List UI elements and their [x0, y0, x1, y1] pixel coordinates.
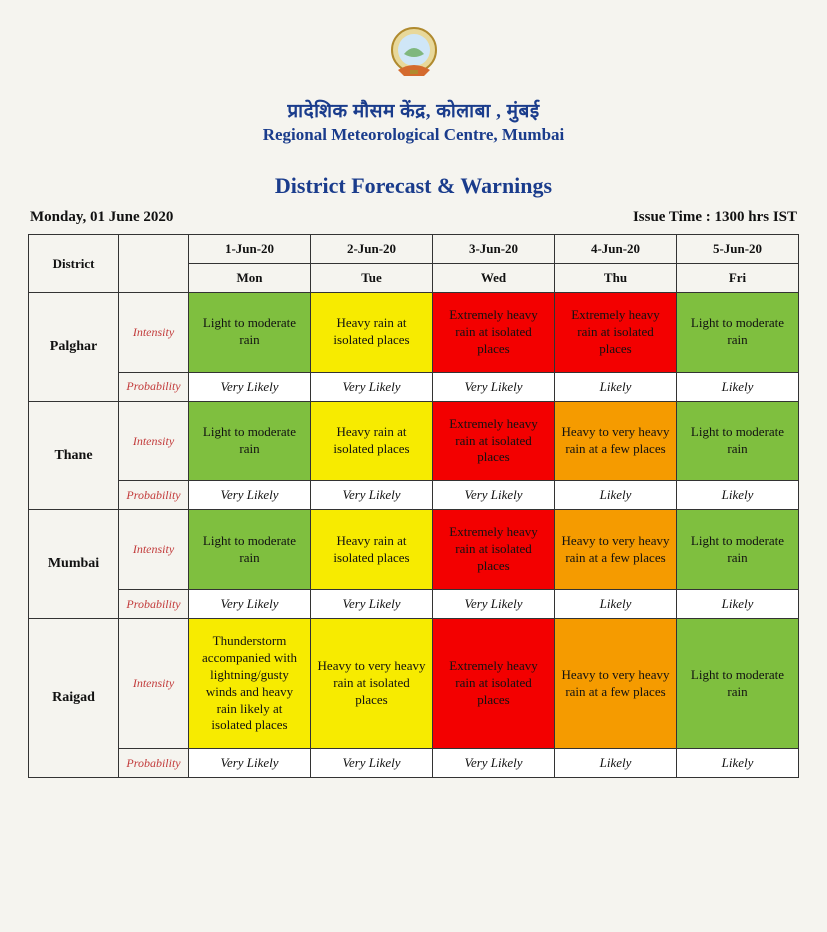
probability-label: Probability [119, 749, 189, 778]
page-subtitle: District Forecast & Warnings [28, 173, 799, 199]
district-name-cell: Mumbai [29, 510, 119, 619]
intensity-cell: Light to moderate rain [189, 510, 311, 590]
probability-cell: Likely [555, 372, 677, 401]
intensity-cell: Light to moderate rain [189, 401, 311, 481]
title-hindi: प्रादेशिक मौसम केंद्र, कोलाबा , मुंबई [28, 97, 799, 123]
title-english: Regional Meteorological Centre, Mumbai [28, 125, 799, 145]
intensity-cell: Heavy to very heavy rain at a few places [555, 401, 677, 481]
day-header: Wed [433, 264, 555, 293]
intensity-cell: Extremely heavy rain at isolated places [433, 510, 555, 590]
probability-cell: Very Likely [311, 481, 433, 510]
probability-label: Probability [119, 372, 189, 401]
intensity-label: Intensity [119, 510, 189, 590]
logo-container [28, 20, 799, 89]
district-name-cell: Palghar [29, 293, 119, 402]
table-row: ProbabilityVery LikelyVery LikelyVery Li… [29, 590, 799, 619]
probability-cell: Likely [677, 590, 799, 619]
probability-cell: Likely [677, 481, 799, 510]
intensity-cell: Light to moderate rain [677, 401, 799, 481]
table-row: RaigadIntensityThunderstorm accompanied … [29, 619, 799, 749]
intensity-cell: Heavy rain at isolated places [311, 510, 433, 590]
intensity-cell: Heavy rain at isolated places [311, 401, 433, 481]
day-header: Tue [311, 264, 433, 293]
blank-header [119, 235, 189, 293]
probability-cell: Very Likely [189, 372, 311, 401]
imd-logo-icon [382, 20, 446, 84]
intensity-cell: Thunderstorm accompanied with lightning/… [189, 619, 311, 749]
forecast-date: Monday, 01 June 2020 [30, 209, 173, 226]
intensity-cell: Extremely heavy rain at isolated places [433, 401, 555, 481]
intensity-cell: Light to moderate rain [677, 510, 799, 590]
intensity-cell: Light to moderate rain [189, 293, 311, 373]
table-row: MumbaiIntensityLight to moderate rainHea… [29, 510, 799, 590]
probability-cell: Likely [677, 749, 799, 778]
intensity-cell: Light to moderate rain [677, 293, 799, 373]
probability-cell: Very Likely [433, 372, 555, 401]
probability-cell: Likely [555, 590, 677, 619]
district-name-cell: Raigad [29, 619, 119, 778]
district-header: District [29, 235, 119, 293]
forecast-table: District 1-Jun-202-Jun-203-Jun-204-Jun-20… [28, 234, 799, 778]
probability-cell: Very Likely [433, 481, 555, 510]
probability-cell: Very Likely [189, 481, 311, 510]
table-row: ProbabilityVery LikelyVery LikelyVery Li… [29, 749, 799, 778]
date-header: 1-Jun-20 [189, 235, 311, 264]
date-header: 2-Jun-20 [311, 235, 433, 264]
intensity-label: Intensity [119, 619, 189, 749]
intensity-cell: Extremely heavy rain at isolated places [433, 619, 555, 749]
intensity-cell: Heavy to very heavy rain at isolated pla… [311, 619, 433, 749]
probability-cell: Very Likely [311, 590, 433, 619]
probability-label: Probability [119, 481, 189, 510]
date-header: 5-Jun-20 [677, 235, 799, 264]
probability-cell: Very Likely [433, 590, 555, 619]
probability-cell: Likely [555, 481, 677, 510]
district-name-cell: Thane [29, 401, 119, 510]
probability-cell: Likely [555, 749, 677, 778]
intensity-cell: Heavy to very heavy rain at a few places [555, 619, 677, 749]
day-header: Fri [677, 264, 799, 293]
intensity-label: Intensity [119, 293, 189, 373]
table-header: District 1-Jun-202-Jun-203-Jun-204-Jun-20… [29, 235, 799, 293]
probability-cell: Very Likely [433, 749, 555, 778]
table-body: PalgharIntensityLight to moderate rainHe… [29, 293, 799, 778]
table-row: ProbabilityVery LikelyVery LikelyVery Li… [29, 372, 799, 401]
issue-time: Issue Time : 1300 hrs IST [633, 209, 797, 226]
intensity-label: Intensity [119, 401, 189, 481]
intensity-cell: Extremely heavy rain at isolated places [433, 293, 555, 373]
day-header: Thu [555, 264, 677, 293]
meta-row: Monday, 01 June 2020 Issue Time : 1300 h… [28, 209, 799, 226]
intensity-cell: Heavy to very heavy rain at a few places [555, 510, 677, 590]
intensity-cell: Heavy rain at isolated places [311, 293, 433, 373]
table-row: PalgharIntensityLight to moderate rainHe… [29, 293, 799, 373]
probability-label: Probability [119, 590, 189, 619]
probability-cell: Very Likely [311, 372, 433, 401]
intensity-cell: Light to moderate rain [677, 619, 799, 749]
date-header: 4-Jun-20 [555, 235, 677, 264]
date-header: 3-Jun-20 [433, 235, 555, 264]
probability-cell: Very Likely [311, 749, 433, 778]
day-header: Mon [189, 264, 311, 293]
probability-cell: Very Likely [189, 749, 311, 778]
table-row: ThaneIntensityLight to moderate rainHeav… [29, 401, 799, 481]
probability-cell: Likely [677, 372, 799, 401]
probability-cell: Very Likely [189, 590, 311, 619]
table-row: ProbabilityVery LikelyVery LikelyVery Li… [29, 481, 799, 510]
intensity-cell: Extremely heavy rain at isolated places [555, 293, 677, 373]
